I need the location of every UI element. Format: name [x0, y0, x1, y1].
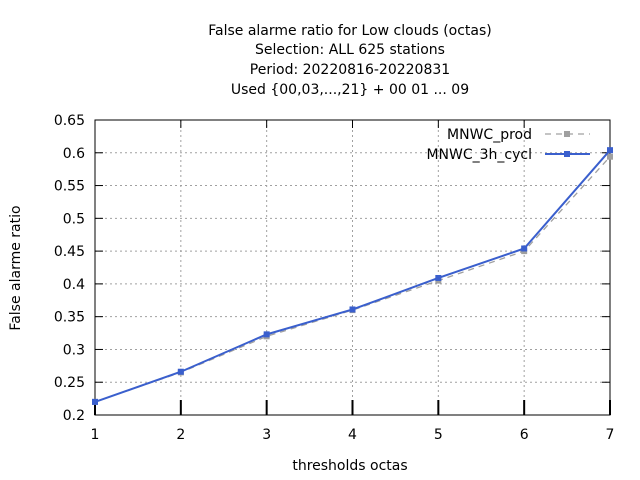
y-tick-label: 0.2 — [63, 408, 85, 424]
data-point — [263, 331, 270, 338]
title-line-4: Used {00,03,...,21} + 00 01 ... 09 — [231, 82, 469, 98]
grid-lines — [94, 119, 611, 416]
legend-marker — [564, 151, 570, 157]
x-tick-label: 6 — [520, 427, 529, 443]
title-line-3: Period: 20220816-20220831 — [250, 62, 450, 78]
legend-marker — [564, 131, 570, 137]
legend-label: MNWC_3h_cycl — [426, 147, 532, 163]
legend-label: MNWC_prod — [447, 127, 532, 143]
y-tick-label: 0.35 — [54, 310, 85, 326]
y-tick-label: 0.6 — [63, 146, 85, 162]
data-point — [521, 245, 528, 252]
x-tick-label: 2 — [176, 427, 185, 443]
data-point — [349, 306, 356, 313]
data-point — [607, 153, 613, 160]
y-tick-label: 0.5 — [63, 211, 85, 227]
x-axis-label: thresholds octas — [292, 458, 407, 474]
y-tick-label: 0.25 — [54, 375, 85, 391]
y-tick-label: 0.45 — [54, 244, 85, 260]
chart-title: False alarme ratio for Low clouds (octas… — [208, 23, 492, 98]
data-point — [435, 274, 442, 281]
x-tick-label: 4 — [348, 427, 357, 443]
title-line-2: Selection: ALL 625 stations — [255, 42, 445, 58]
data-point — [177, 368, 184, 375]
y-tick-label: 0.65 — [54, 113, 85, 129]
y-axis-label: False alarme ratio — [8, 205, 24, 330]
x-tick-label: 1 — [91, 427, 100, 443]
x-axis-ticks: 1 2 3 4 5 6 7 — [91, 120, 615, 443]
y-tick-label: 0.4 — [63, 277, 85, 293]
y-tick-label: 0.3 — [63, 342, 85, 358]
data-point — [92, 398, 98, 405]
y-axis-ticks: 0.2 0.25 0.3 0.35 0.4 0.45 0.5 0.55 0.6 0.65 — [54, 113, 610, 424]
x-tick-label: 3 — [262, 427, 271, 443]
x-tick-label: 7 — [606, 427, 615, 443]
series-layer — [92, 147, 613, 405]
legend: MNWC_prod MNWC_3h_cycl — [426, 127, 590, 163]
title-line-1: False alarme ratio for Low clouds (octas… — [208, 23, 492, 39]
data-point — [607, 147, 613, 154]
x-tick-label: 5 — [434, 427, 443, 443]
y-tick-label: 0.55 — [54, 179, 85, 195]
